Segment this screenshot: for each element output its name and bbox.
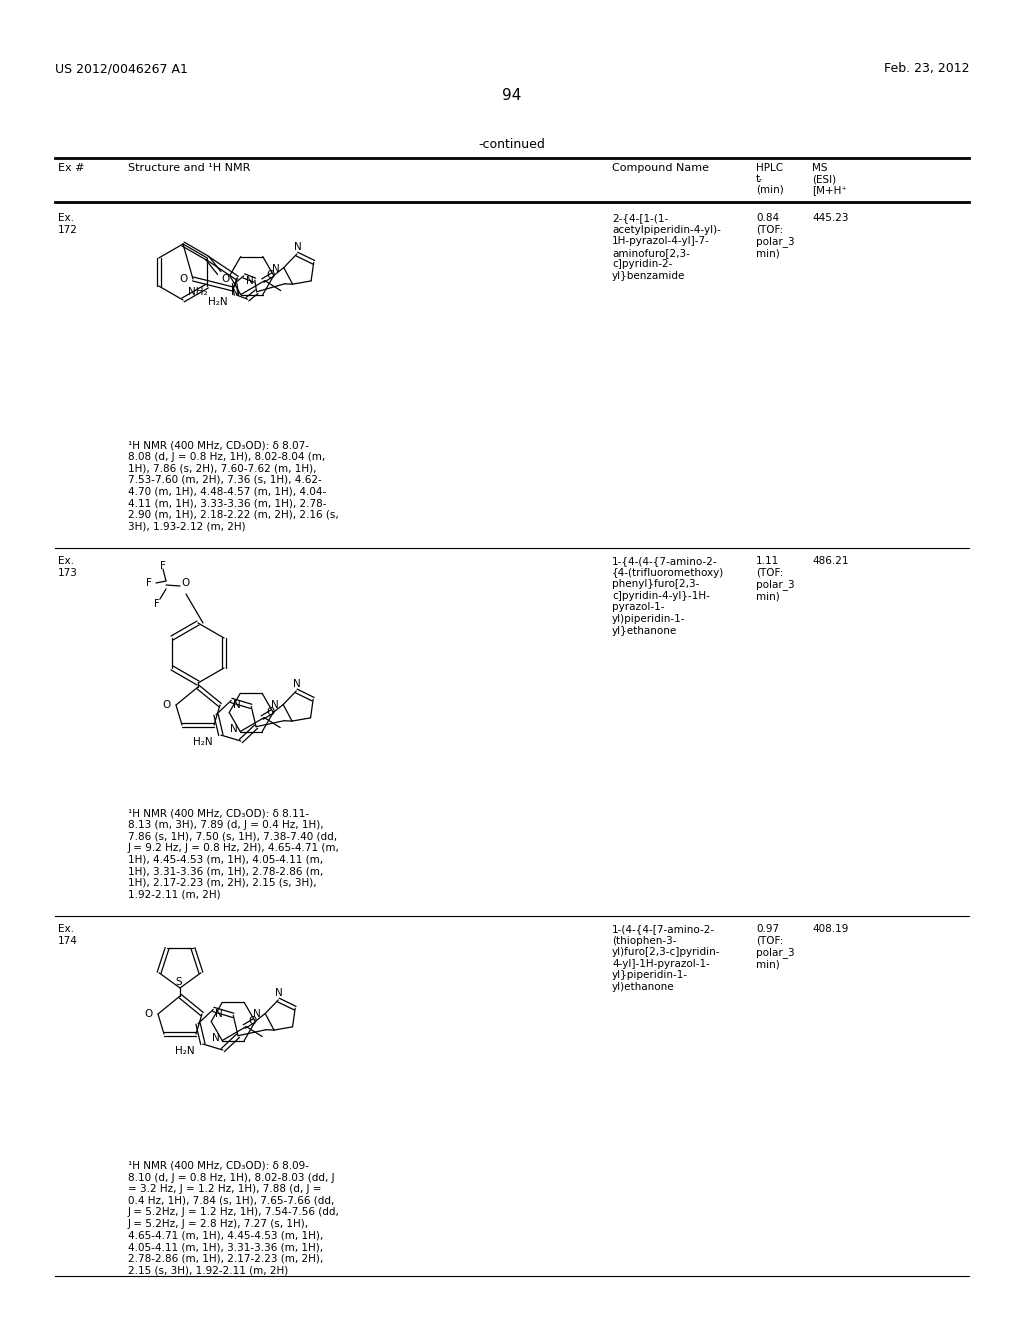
Text: tᵣ: tᵣ [756,174,763,183]
Text: Ex.
174: Ex. 174 [58,924,78,945]
Text: ¹H NMR (400 MHz, CD₃OD): δ 8.09-
8.10 (d, J = 0.8 Hz, 1H), 8.02-8.03 (dd, J
= 3.: ¹H NMR (400 MHz, CD₃OD): δ 8.09- 8.10 (d… [128,1162,340,1275]
Text: Feb. 23, 2012: Feb. 23, 2012 [884,62,969,75]
Text: 0.97
(TOF:
polar_3
min): 0.97 (TOF: polar_3 min) [756,924,795,970]
Text: 408.19: 408.19 [812,924,848,935]
Text: -continued: -continued [478,139,546,150]
Text: O: O [221,275,229,284]
Text: H₂N: H₂N [193,737,213,747]
Text: N: N [230,723,238,734]
Text: O: O [267,269,275,280]
Text: O: O [162,700,170,710]
Text: H₂N: H₂N [209,297,228,308]
Text: NH₂: NH₂ [188,286,208,297]
Text: Ex #: Ex # [58,162,85,173]
Text: Ex.
173: Ex. 173 [58,556,78,578]
Text: N: N [215,1010,223,1019]
Text: O: O [144,1008,153,1019]
Text: (min): (min) [756,183,783,194]
Text: US 2012/0046267 A1: US 2012/0046267 A1 [55,62,187,75]
Text: N: N [253,1010,261,1019]
Text: 2-{4-[1-(1-
acetylpiperidin-4-yl)-
1H-pyrazol-4-yl]-7-
aminofuro[2,3-
c]pyridin-: 2-{4-[1-(1- acetylpiperidin-4-yl)- 1H-py… [612,213,721,281]
Text: F: F [146,578,152,587]
Text: N: N [294,242,302,252]
Text: 445.23: 445.23 [812,213,849,223]
Text: N: N [246,276,254,286]
Text: MS: MS [812,162,827,173]
Text: F: F [160,561,166,572]
Text: O: O [266,706,274,717]
Text: S: S [175,977,181,987]
Text: ¹H NMR (400 MHz, CD₃OD): δ 8.11-
8.13 (m, 3H), 7.89 (d, J = 0.4 Hz, 1H),
7.86 (s: ¹H NMR (400 MHz, CD₃OD): δ 8.11- 8.13 (m… [128,808,340,899]
Text: N: N [271,264,280,273]
Text: 1-(4-{4-[7-amino-2-
(thiophen-3-
yl)furo[2,3-c]pyridin-
4-yl]-1H-pyrazol-1-
yl}p: 1-(4-{4-[7-amino-2- (thiophen-3- yl)furo… [612,924,721,993]
Text: 0.84
(TOF:
polar_3
min): 0.84 (TOF: polar_3 min) [756,213,795,259]
Text: HPLC: HPLC [756,162,783,173]
Text: N: N [275,987,283,998]
Text: Ex.
172: Ex. 172 [58,213,78,235]
Text: O: O [181,578,189,587]
Text: 1.11
(TOF:
polar_3
min): 1.11 (TOF: polar_3 min) [756,556,795,602]
Text: 94: 94 [503,88,521,103]
Text: F: F [154,599,160,609]
Text: Structure and ¹H NMR: Structure and ¹H NMR [128,162,251,173]
Text: N: N [212,1032,220,1043]
Text: N: N [230,286,239,297]
Text: O: O [179,275,187,284]
Text: ¹H NMR (400 MHz, CD₃OD): δ 8.07-
8.08 (d, J = 0.8 Hz, 1H), 8.02-8.04 (m,
1H), 7.: ¹H NMR (400 MHz, CD₃OD): δ 8.07- 8.08 (d… [128,440,339,531]
Text: N: N [271,701,279,710]
Text: N: N [233,701,241,710]
Text: [M+H⁺: [M+H⁺ [812,185,847,195]
Text: (ESI): (ESI) [812,174,837,183]
Text: O: O [248,1015,256,1026]
Text: H₂N: H₂N [175,1045,195,1056]
Text: N: N [293,678,301,689]
Text: 486.21: 486.21 [812,556,849,566]
Text: 1-{4-(4-{7-amino-2-
{4-(trifluoromethoxy)
phenyl}furo[2,3-
c]pyridin-4-yl}-1H-
p: 1-{4-(4-{7-amino-2- {4-(trifluoromethoxy… [612,556,724,636]
Text: Compound Name: Compound Name [612,162,709,173]
